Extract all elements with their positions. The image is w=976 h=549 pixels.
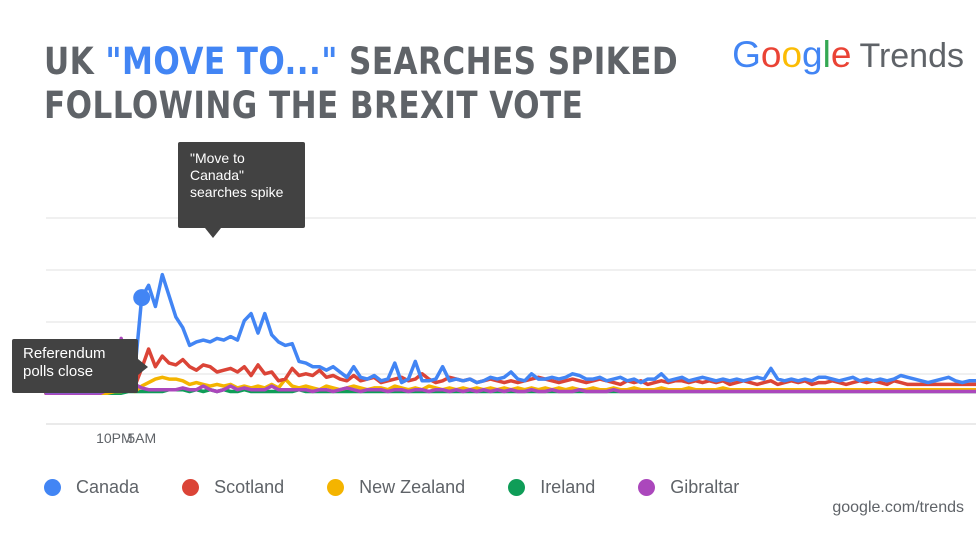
- legend-label: Scotland: [214, 477, 285, 497]
- legend-label: Canada: [76, 477, 140, 497]
- legend-label: New Zealand: [359, 477, 466, 497]
- legend-item: Scotland: [182, 477, 284, 498]
- spike-annotation-pointer: [205, 228, 221, 238]
- logo-letter: G: [732, 34, 761, 75]
- legend-swatch: [638, 479, 656, 496]
- polls-close-annotation: Referendum polls close: [12, 339, 148, 393]
- chart-legend: Canada Scotland New Zealand Ireland Gibralta…: [44, 477, 782, 498]
- x-tick-label: 10PM: [96, 430, 133, 446]
- legend-item: Ireland: [508, 477, 595, 498]
- chart-title: UK "MOVE TO..." SEARCHES SPIKED FOLLOWIN…: [44, 40, 678, 128]
- legend-swatch: [508, 479, 526, 496]
- legend-item: Canada: [44, 477, 139, 498]
- legend-label: Gibraltar: [670, 477, 740, 497]
- legend-swatch: [327, 479, 345, 496]
- logo-letter: o: [760, 34, 782, 75]
- title-line-2: FOLLOWING THE BREXIT VOTE: [44, 84, 584, 127]
- series-line-scotland: [44, 347, 976, 395]
- title-highlight: "MOVE TO...": [105, 40, 338, 83]
- title-line-1: UK "MOVE TO..." SEARCHES SPIKED: [44, 40, 678, 84]
- google-trends-logo: Google Trends: [732, 34, 964, 76]
- legend-item: Gibraltar: [638, 477, 739, 498]
- marker-canada: [133, 289, 151, 307]
- legend-item: New Zealand: [327, 477, 465, 498]
- logo-letter: g: [802, 34, 823, 75]
- polls-close-annotation-text: Referendum polls close: [23, 345, 106, 380]
- trends-wordmark: Trends: [859, 37, 964, 75]
- series-line-gibraltar: [44, 336, 976, 395]
- source-label: google.com/trends: [832, 499, 964, 516]
- legend-label: Ireland: [540, 477, 596, 497]
- x-tick-label: 5AM: [127, 430, 156, 446]
- logo-letter: l: [822, 34, 831, 75]
- spike-annotation: "Move to Canada" searches spike: [178, 142, 305, 238]
- legend-swatch: [182, 479, 200, 496]
- series-line-canada: [44, 272, 976, 394]
- title-part-1: UK: [44, 40, 106, 83]
- legend-swatch: [44, 479, 61, 496]
- title-part-2: SEARCHES SPIKED: [337, 40, 679, 83]
- spike-annotation-text: "Move to Canada" searches spike: [190, 150, 284, 200]
- logo-letter: e: [830, 34, 852, 75]
- google-logo-wordmark: Google: [732, 34, 851, 75]
- logo-letter: o: [781, 34, 803, 75]
- polls-close-annotation-pointer: [138, 359, 148, 375]
